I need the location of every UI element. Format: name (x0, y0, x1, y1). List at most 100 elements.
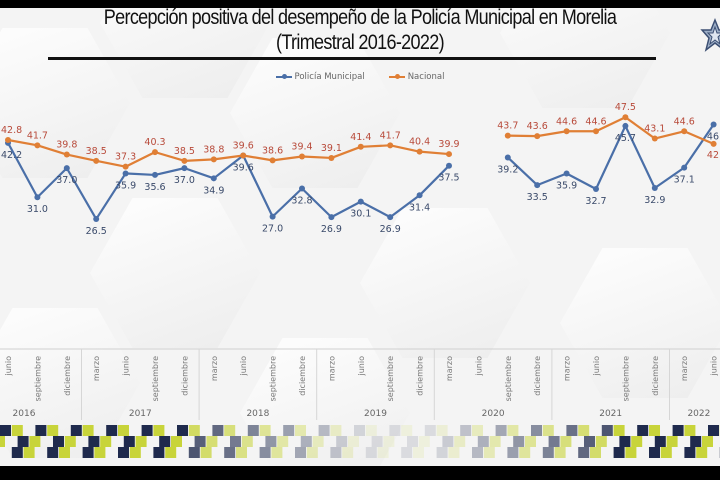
policia-data-label: 35.6 (144, 182, 165, 193)
nacional-data-point (681, 128, 688, 135)
checker-square (82, 447, 94, 458)
nacional-data-label: 43.1 (644, 124, 665, 135)
nacional-data-label: 38.6 (262, 145, 283, 156)
checker-square (483, 447, 495, 458)
checker-square (336, 436, 348, 447)
checker-square (159, 436, 171, 447)
checker-square (554, 447, 566, 458)
nacional-data-point (622, 114, 629, 121)
checker-square (0, 436, 5, 447)
legend-label-policia: Policía Municipal (294, 72, 365, 82)
checker-square (383, 436, 395, 447)
checker-square (389, 425, 401, 436)
background-hexagon (360, 208, 530, 358)
checker-square (165, 447, 177, 458)
nacional-data-point (299, 153, 305, 160)
checker-square (29, 436, 41, 447)
policia-data-label: 42.2 (1, 150, 22, 161)
year-label: 2022 (687, 409, 710, 419)
checker-square (531, 425, 542, 436)
nacional-data-point (651, 135, 658, 142)
checker-square (407, 436, 418, 447)
policia-data-label: 35.9 (556, 180, 577, 191)
policia-data-label: 37.0 (174, 175, 195, 186)
checker-square (295, 447, 306, 458)
policia-data-point (416, 192, 423, 199)
checker-square (377, 447, 389, 458)
checker-square (401, 447, 413, 458)
checker-square (171, 436, 182, 447)
checker-square (300, 436, 312, 447)
x-tick-label: marzo (563, 356, 572, 381)
checker-square (247, 425, 259, 436)
checker-square (283, 425, 295, 436)
checker-square (448, 447, 460, 458)
checker-square (654, 436, 666, 447)
checker-square (277, 436, 289, 447)
policia-data-point (357, 198, 364, 205)
x-tick-label: marzo (327, 356, 336, 381)
policia-data-point (122, 170, 129, 177)
checker-square (241, 436, 253, 447)
nacional-data-point (563, 128, 570, 135)
policia-data-label: 27.0 (262, 224, 283, 235)
x-tick-label: marzo (210, 356, 219, 381)
checker-square (53, 436, 64, 447)
checker-square (548, 436, 560, 447)
nacional-data-label: 38.5 (174, 146, 195, 157)
checker-square (672, 425, 684, 436)
policia-data-point (34, 194, 41, 201)
checker-square (525, 436, 536, 447)
nacional-data-point (534, 133, 541, 140)
checker-square (47, 447, 59, 458)
policia-data-label: 39.2 (497, 164, 518, 175)
checker-square (265, 436, 277, 447)
nacional-data-label: 39.4 (291, 141, 312, 152)
year-label: 2017 (129, 409, 152, 419)
checker-square (64, 436, 76, 447)
checker-square (578, 447, 590, 458)
nacional-data-point (152, 149, 158, 156)
nacional-data-label: 39.1 (321, 143, 342, 154)
policia-data-label: 45.7 (615, 133, 636, 144)
policia-data-point (710, 121, 717, 128)
policia-data-label: 34.9 (203, 185, 224, 196)
chart-subtitle: (Trimestral 2016-2022) (276, 31, 445, 54)
checker-square (94, 447, 106, 458)
police-star-badge-icon (700, 18, 720, 52)
nacional-data-point (504, 132, 511, 139)
checker-square (153, 447, 165, 458)
checker-square (0, 425, 11, 436)
checker-square (418, 436, 430, 447)
policia-data-point (563, 170, 570, 177)
year-label: 2018 (246, 409, 269, 419)
policia-data-label: 32.7 (585, 196, 606, 207)
nacional-data-label: 39.8 (56, 140, 77, 151)
checker-square (702, 436, 713, 447)
checker-square (560, 436, 572, 447)
x-tick-label: septiembre (504, 356, 513, 401)
checker-square (566, 425, 578, 436)
checker-square (584, 436, 595, 447)
checker-square (542, 425, 554, 436)
checker-square (354, 425, 365, 436)
checker-square (330, 447, 342, 458)
checker-square (194, 436, 206, 447)
policia-data-label: 30.1 (350, 209, 371, 220)
x-tick-label: diciembre (63, 356, 72, 396)
nacional-data-label: 41.7 (27, 130, 48, 141)
checker-square (236, 447, 247, 458)
checker-square (365, 447, 377, 458)
x-tick-label: junio (357, 356, 366, 377)
checker-square (330, 425, 342, 436)
checker-square (141, 425, 153, 436)
x-tick-label: junio (122, 356, 131, 377)
checker-square (684, 425, 696, 436)
checker-square (212, 425, 224, 436)
nacional-series-line (7, 138, 450, 168)
checker-square (542, 447, 554, 458)
checker-square (649, 447, 660, 458)
nacional-data-point (93, 157, 100, 164)
policia-data-label: 33.5 (527, 192, 548, 203)
checker-square (17, 436, 29, 447)
